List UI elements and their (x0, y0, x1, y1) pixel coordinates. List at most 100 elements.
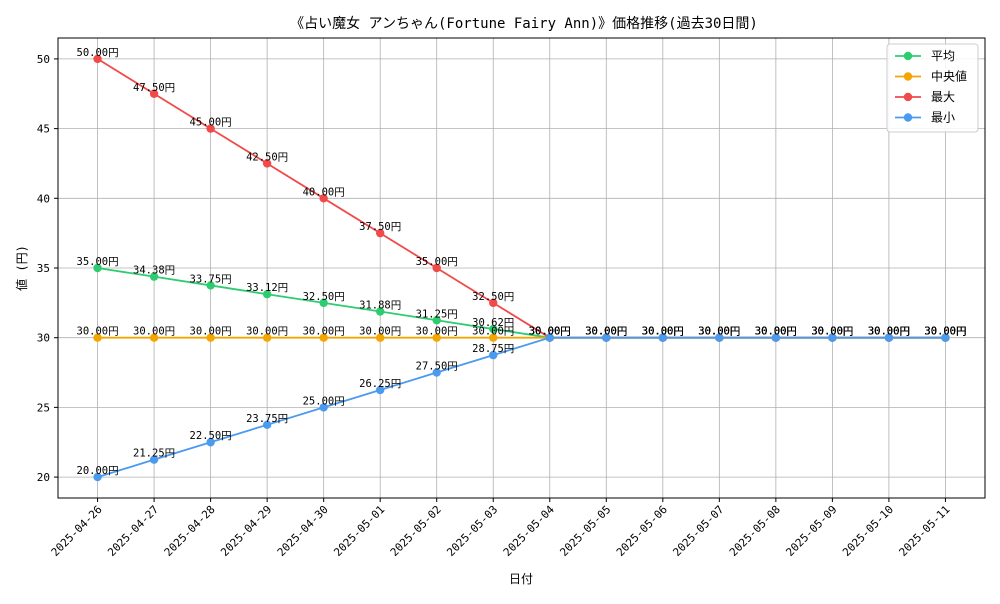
data-label: 22.50円 (190, 430, 232, 442)
data-label: 35.00円 (77, 256, 119, 268)
x-tick-label: 2025-04-26 (49, 503, 105, 559)
y-tick-label: 35 (37, 262, 50, 275)
data-label: 26.25円 (359, 378, 401, 390)
x-tick-label: 2025-05-03 (444, 503, 500, 559)
data-label: 42.50円 (246, 151, 288, 163)
data-label: 30.00円 (642, 326, 684, 338)
data-point (545, 333, 554, 342)
data-point (489, 298, 498, 308)
data-point (489, 350, 498, 360)
data-label: 30.00円 (416, 326, 458, 338)
legend-box (886, 43, 979, 133)
x-tick-label: 2025-05-06 (614, 503, 670, 559)
data-point (658, 333, 668, 342)
data-label: 23.75円 (246, 413, 288, 425)
data-label: 30.00円 (190, 326, 232, 338)
x-tick-label: 2025-04-29 (218, 503, 274, 559)
data-point (432, 263, 441, 273)
data-point (319, 194, 328, 203)
data-point (375, 333, 385, 342)
data-label: 30.00円 (698, 326, 740, 338)
data-label: 30.00円 (529, 326, 571, 338)
y-tick-label: 40 (37, 192, 50, 205)
data-label: 27.50円 (416, 361, 458, 373)
data-label: 33.75円 (190, 273, 232, 285)
data-label: 30.00円 (868, 326, 910, 338)
data-point (93, 263, 102, 273)
x-tick-label: 2025-04-27 (105, 503, 161, 559)
data-point (206, 333, 215, 342)
data-label: 30.00円 (811, 326, 853, 338)
data-label: 30.00円 (868, 326, 910, 338)
data-label: 35.00円 (416, 256, 458, 268)
data-point (941, 333, 950, 342)
legend-label: 最小 (931, 111, 955, 125)
data-label: 30.00円 (755, 326, 797, 338)
x-tick-label: 2025-05-08 (727, 503, 783, 559)
data-point (489, 333, 498, 342)
legend-marker (903, 51, 913, 61)
data-label: 30.00円 (811, 326, 853, 338)
data-label: 30.00円 (698, 326, 740, 338)
x-axis-title: 日付 (509, 572, 533, 586)
data-point (93, 333, 102, 342)
x-tick-label: 2025-05-02 (388, 503, 444, 559)
y-tick-label: 25 (37, 401, 50, 414)
chart-title: 《占い魔女 アンちゃん(Fortune Fairy Ann)》価格推移(過去30… (290, 15, 758, 32)
data-point (262, 290, 272, 299)
data-label: 37.50円 (359, 221, 401, 233)
data-labels: 35.00円 34.38円 33.75円 33.12円 32.50円 31.88円 31.2… (77, 47, 967, 477)
data-label: 30.00円 (585, 326, 627, 338)
data-point (262, 333, 272, 342)
data-point (93, 54, 102, 64)
data-point (206, 124, 215, 133)
x-tick-label: 2025-04-28 (162, 503, 218, 559)
data-point (149, 455, 159, 464)
y-axis-title: 値 (円) (14, 245, 29, 291)
data-label: 30.00円 (529, 326, 571, 338)
data-point (432, 316, 441, 325)
data-label: 30.00円 (133, 326, 175, 338)
legend-label: 平均 (931, 49, 955, 63)
data-point (262, 159, 272, 168)
data-label: 30.00円 (811, 326, 853, 338)
data-label: 30.00円 (924, 326, 966, 338)
data-point (884, 333, 894, 342)
data-point (375, 307, 385, 316)
data-label: 30.00円 (924, 326, 966, 338)
data-label: 30.00円 (77, 326, 119, 338)
data-label: 30.00円 (924, 326, 966, 338)
data-point (771, 333, 781, 342)
legend-marker (903, 92, 913, 102)
data-point (602, 333, 611, 342)
data-point (93, 472, 102, 482)
data-point (319, 333, 328, 342)
data-label: 30.00円 (755, 326, 797, 338)
data-label: 30.00円 (811, 326, 853, 338)
x-tick-label: 2025-05-01 (331, 503, 387, 559)
data-point (375, 228, 385, 238)
data-label: 30.00円 (359, 326, 401, 338)
legend-marker (903, 72, 913, 81)
data-label: 30.00円 (698, 326, 740, 338)
y-tick-label: 30 (37, 332, 50, 345)
data-label: 30.00円 (868, 326, 910, 338)
data-point (375, 385, 385, 395)
data-label: 30.00円 (642, 326, 684, 338)
x-tick-label: 2025-05-11 (897, 503, 953, 559)
data-point (489, 324, 498, 334)
data-label: 31.88円 (359, 299, 401, 311)
data-point (149, 89, 159, 98)
data-label: 32.50円 (472, 291, 514, 303)
data-label: 25.00円 (303, 395, 345, 407)
data-label: 30.00円 (868, 326, 910, 338)
data-label: 20.00円 (77, 465, 119, 477)
data-point (149, 333, 159, 342)
y-tick-label: 20 (37, 471, 50, 484)
data-label: 45.00円 (190, 117, 232, 129)
x-tick-label: 2025-05-04 (501, 503, 557, 559)
grid (58, 38, 985, 498)
data-label: 34.38円 (133, 265, 175, 277)
legend-marker (903, 113, 913, 122)
